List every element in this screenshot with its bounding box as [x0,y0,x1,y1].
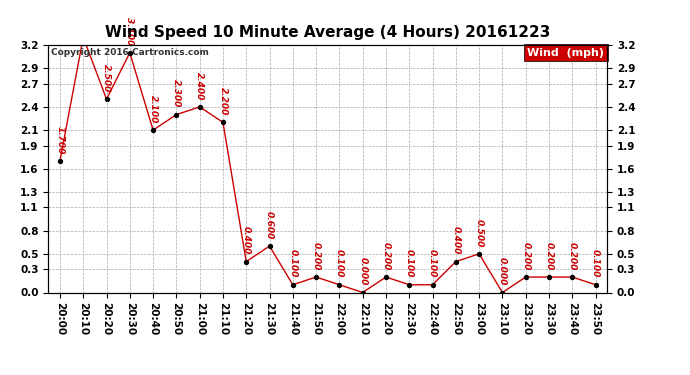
Point [55,158,66,164]
Text: 0.200: 0.200 [312,242,321,270]
Point [217,119,228,125]
Text: 0.200: 0.200 [382,242,391,270]
Point [590,282,601,288]
Text: 0.200: 0.200 [544,242,553,270]
Text: Copyright 2016 Cartronics.com: Copyright 2016 Cartronics.com [51,48,209,57]
Text: 0.100: 0.100 [428,249,437,278]
Text: 0.200: 0.200 [521,242,530,270]
Point [310,274,322,280]
Point [427,282,438,288]
Text: 1.700: 1.700 [55,126,64,154]
Text: 2.300: 2.300 [172,79,181,108]
Point [101,96,112,102]
Text: 2.400: 2.400 [195,72,204,100]
Point [451,259,462,265]
Point [241,259,252,265]
Point [148,127,159,133]
Text: 3.300: 3.300 [0,374,1,375]
Point [78,34,89,40]
Text: 2.100: 2.100 [148,95,157,123]
Text: 0.400: 0.400 [241,226,250,255]
Text: 2.200: 2.200 [219,87,228,116]
Text: 0.100: 0.100 [591,249,600,278]
Text: 0.500: 0.500 [475,219,484,247]
Point [404,282,415,288]
Text: 2.500: 2.500 [102,64,111,92]
Point [380,274,391,280]
Text: 0.000: 0.000 [498,257,507,285]
Point [520,274,531,280]
Point [171,112,182,118]
Text: Wind  (mph): Wind (mph) [527,48,604,58]
Text: 0.100: 0.100 [405,249,414,278]
Point [194,104,205,110]
Title: Wind Speed 10 Minute Average (4 Hours) 20161223: Wind Speed 10 Minute Average (4 Hours) 2… [105,25,551,40]
Text: 0.100: 0.100 [288,249,297,278]
Text: 0.400: 0.400 [451,226,460,255]
Point [264,243,275,249]
Text: 0.000: 0.000 [358,257,367,285]
Text: 0.100: 0.100 [335,249,344,278]
Point [287,282,298,288]
Point [334,282,345,288]
Text: 0.600: 0.600 [265,211,274,239]
Text: 3.100: 3.100 [126,17,135,46]
Text: 0.200: 0.200 [568,242,577,270]
Point [473,251,484,257]
Point [566,274,578,280]
Point [357,290,368,296]
Point [497,290,508,296]
Point [544,274,555,280]
Point [124,50,135,56]
